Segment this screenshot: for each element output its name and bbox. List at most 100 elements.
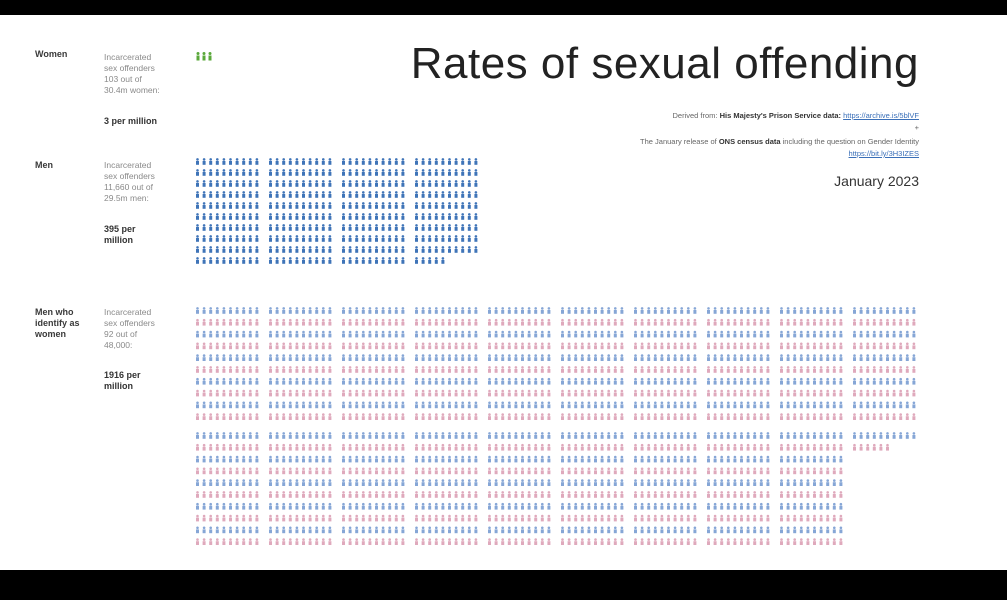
trans-icon: [215, 526, 219, 534]
trans-icon: [461, 538, 465, 545]
trans-icon: [899, 342, 903, 350]
trans-icon: [507, 467, 511, 475]
trans-icon: [640, 389, 644, 397]
trans-icon: [634, 366, 637, 373]
trans-icon: [746, 342, 750, 350]
trans-icon: [248, 491, 252, 498]
trans-icon: [673, 491, 677, 498]
trans-icon: [707, 366, 710, 373]
trans-icon: [381, 342, 385, 350]
trans-icon: [275, 366, 279, 373]
men-icon: [288, 202, 292, 209]
trans-icon: [905, 354, 909, 361]
source-link-census-data[interactable]: https://bit.ly/3H3IZES: [848, 149, 919, 158]
trans-icon: [434, 389, 438, 397]
trans-icon: [448, 467, 451, 475]
trans-icon: [799, 401, 803, 409]
trans-icon: [720, 432, 724, 439]
trans-icon: [813, 318, 816, 326]
men-icon: [454, 191, 458, 198]
trans-icon: [832, 502, 836, 510]
trans-icon: [488, 377, 491, 385]
trans-icon: [806, 502, 810, 510]
trans-icon: [215, 413, 219, 420]
trans-icon: [248, 432, 252, 439]
men-icon: [428, 169, 432, 176]
men-icon: [288, 191, 292, 198]
trans-icon: [388, 377, 392, 385]
men-icon: [448, 180, 451, 187]
trans-icon: [587, 502, 591, 510]
trans-icon: [634, 491, 637, 498]
trans-icon: [561, 413, 564, 420]
men-icon: [394, 224, 398, 231]
trans-icon: [561, 354, 564, 361]
trans-icon: [394, 514, 398, 522]
trans-icon: [660, 538, 664, 545]
trans-icon: [534, 401, 538, 409]
trans-icon: [819, 526, 823, 534]
trans-icon: [759, 443, 763, 451]
trans-icon: [428, 389, 432, 397]
trans-icon: [859, 413, 863, 420]
trans-icon: [368, 514, 372, 522]
trans-icon: [388, 538, 392, 545]
trans-icon: [321, 479, 325, 486]
trans-icon: [295, 377, 299, 385]
trans-icon: [507, 401, 511, 409]
trans-icon: [328, 318, 332, 326]
trans-icon: [514, 330, 518, 338]
trans-icon: [375, 389, 378, 397]
trans-icon: [726, 389, 730, 397]
trans-icon: [209, 514, 213, 522]
trans-icon: [806, 389, 810, 397]
men-icon: [202, 158, 206, 165]
men-icon: [302, 224, 305, 231]
trans-icon: [235, 467, 239, 475]
trans-icon: [348, 467, 352, 475]
trans-icon: [302, 467, 305, 475]
trans-icon: [793, 514, 797, 522]
trans-icon: [647, 318, 651, 326]
trans-icon: [229, 455, 232, 463]
trans-icon: [501, 455, 505, 463]
trans-icon: [580, 318, 584, 326]
trans-icon: [328, 502, 332, 510]
trans-icon: [507, 455, 511, 463]
trans-icon: [308, 514, 312, 522]
trans-icon: [501, 318, 505, 326]
trans-icon: [574, 366, 578, 373]
men-icon: [348, 235, 352, 242]
men-icon: [269, 213, 272, 220]
trans-icon: [780, 366, 783, 373]
trans-icon: [912, 377, 916, 385]
trans-icon: [275, 330, 279, 338]
trans-icon: [707, 432, 710, 439]
trans-icon: [527, 526, 531, 534]
source-link-prison-data[interactable]: https://archive.is/5blVF: [843, 111, 919, 120]
trans-icon: [600, 413, 604, 420]
trans-icon: [813, 342, 816, 350]
trans-icon: [819, 413, 823, 420]
trans-icon: [746, 307, 750, 314]
men-icon: [308, 213, 312, 220]
men-icon: [215, 246, 219, 253]
trans-icon: [415, 455, 418, 463]
men-icon: [242, 169, 246, 176]
trans-icon: [467, 389, 471, 397]
trans-icon: [547, 342, 551, 350]
trans-icon: [580, 389, 584, 397]
trans-icon: [912, 330, 916, 338]
trans-icon: [229, 330, 232, 338]
trans-icon: [600, 502, 604, 510]
men-icon: [321, 169, 325, 176]
trans-icon: [494, 443, 498, 451]
trans-icon: [269, 502, 272, 510]
trans-icon: [540, 491, 544, 498]
trans-icon: [540, 366, 544, 373]
trans-icon: [521, 401, 524, 409]
men-icon: [381, 246, 385, 253]
trans-icon: [302, 432, 305, 439]
trans-icon: [653, 443, 657, 451]
trans-icon: [905, 307, 909, 314]
